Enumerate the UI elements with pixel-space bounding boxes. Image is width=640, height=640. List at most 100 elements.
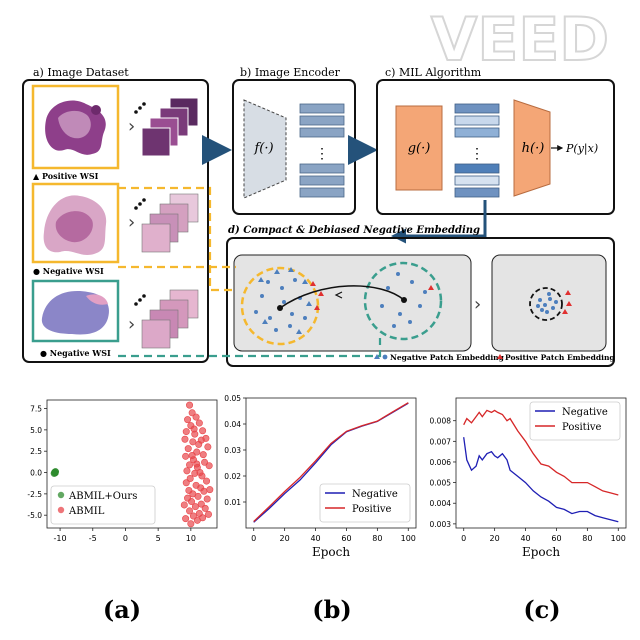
data-point (186, 475, 194, 483)
legend-box (50, 485, 156, 525)
data-point (188, 451, 196, 459)
y-tick-label: 0.004 (430, 499, 452, 508)
negative-embedding-triangles (258, 267, 312, 334)
series-line (253, 402, 409, 522)
wsi-label-1: ▲ Positive WSI (33, 171, 99, 181)
data-point (186, 507, 194, 515)
ellipsis-icon: ⋮ (315, 146, 329, 162)
mil-output: P(y|x) (565, 142, 598, 156)
chevron-icon: › (128, 212, 135, 233)
patch-stack-3 (141, 289, 199, 349)
data-point (193, 460, 201, 468)
series-line (463, 437, 619, 523)
cluster-yellow (240, 266, 320, 346)
legend-label: Negative (352, 489, 398, 500)
legend-positive: Positive Patch Embedding (505, 353, 615, 362)
x-tick-label: 0 (461, 534, 466, 543)
legend-negative: Negative Patch Embedding (390, 353, 505, 362)
y-tick-label: 0.006 (430, 458, 452, 467)
y-tick-label: 0.003 (430, 520, 452, 529)
mil-h: h(·) (522, 141, 545, 156)
line-chart-c: 0 20 40 60 80 100 0.008 0.007 0.006 0.005 0.004 0.0… (430, 397, 627, 559)
data-point (182, 428, 190, 436)
ellipsis-icon: ⋮ (470, 146, 484, 162)
panel-image-dataset: a) Image Dataset ▲ Positive WSI ● Negati… (22, 66, 209, 363)
panel-image-encoder: b) Image Encoder f(·) ⋮ (232, 66, 356, 215)
x-tick-label: 60 (551, 534, 561, 543)
positive-embedding-triangles (310, 281, 572, 314)
x-axis-label: Epoch (312, 545, 350, 559)
data-point (180, 501, 188, 509)
data-point (189, 512, 197, 520)
chevron-icon: › (474, 294, 481, 315)
patch-stack-1 (141, 97, 199, 157)
panel-d-title: d) Compact & Debiased Negative Embedding (228, 225, 480, 236)
negative-embedding-points (254, 272, 558, 332)
subfigure-label-c: (c) (523, 595, 560, 624)
panel-b-title: b) Image Encoder (240, 66, 341, 79)
patch-stack-2 (141, 193, 199, 253)
y-tick-label: 0.02 (224, 472, 241, 481)
y-tick-label: -2.5 (27, 490, 42, 499)
dashed-connector (118, 186, 236, 292)
x-axis-label: Epoch (522, 545, 560, 559)
data-point (182, 515, 190, 523)
x-tick-label: -5 (89, 534, 97, 543)
data-point (192, 413, 200, 421)
embedding-stack (299, 103, 345, 198)
data-point (199, 514, 207, 522)
x-tick-label: 20 (280, 534, 290, 543)
x-tick-label: 40 (520, 534, 530, 543)
subfigure-label-b: (b) (312, 595, 352, 624)
panel-negative-embedding: d) Compact & Debiased Negative Embedding (226, 225, 615, 367)
dashed-connector (118, 338, 382, 358)
data-point (189, 438, 197, 446)
y-tick-label: 0.007 (430, 437, 452, 446)
data-point (200, 487, 208, 495)
x-tick-label: 0 (123, 534, 128, 543)
chevron-icon: › (128, 116, 135, 137)
subfigure-label-a: (a) (103, 595, 141, 624)
data-point (184, 445, 192, 453)
data-point (201, 504, 209, 512)
legend-label: ABMIL+Ours (68, 491, 137, 502)
y-tick-label: 0.05 (224, 394, 241, 403)
flow-arrow (400, 200, 487, 238)
data-point (184, 416, 192, 424)
chevron-icon: › (128, 314, 135, 335)
embedding-stack (454, 103, 500, 198)
data-point (205, 510, 213, 518)
cluster-teal (363, 261, 443, 341)
data-point (181, 435, 189, 443)
data-point (197, 436, 205, 444)
y-tick-label: 0.005 (430, 479, 452, 488)
panel-c-title: c) MIL Algorithm (385, 66, 482, 79)
y-tick-label: 7.5 (30, 405, 42, 414)
data-point (197, 500, 205, 508)
compact-cluster (529, 287, 563, 321)
encoder-fn: f(·) (253, 141, 273, 156)
x-tick-label: 100 (611, 534, 626, 543)
data-point (182, 479, 190, 487)
mil-g: g(·) (408, 141, 431, 156)
panel-mil-algorithm: c) MIL Algorithm g(·) ⋮ h(·) P(y|x) (376, 66, 615, 215)
legend-label: ABMIL (68, 506, 105, 517)
x-tick-label: 40 (310, 534, 320, 543)
x-tick-label: 5 (156, 534, 161, 543)
data-point (206, 486, 214, 494)
y-tick-label: 5.0 (30, 426, 42, 435)
data-point (186, 401, 194, 409)
data-point (191, 503, 199, 511)
x-tick-label: 100 (401, 534, 416, 543)
x-tick-label: 60 (341, 534, 351, 543)
ellipsis-icon (134, 102, 146, 306)
y-tick-label: 2.5 (30, 447, 42, 456)
y-tick-label: 0.008 (430, 417, 452, 426)
data-point (199, 427, 207, 435)
x-tick-label: 80 (372, 534, 382, 543)
data-point (183, 467, 191, 475)
y-tick-label: 0.04 (224, 420, 241, 429)
data-point (182, 452, 190, 460)
y-tick-label: -5.0 (27, 511, 42, 520)
panel-a-title: a) Image Dataset (33, 66, 129, 79)
